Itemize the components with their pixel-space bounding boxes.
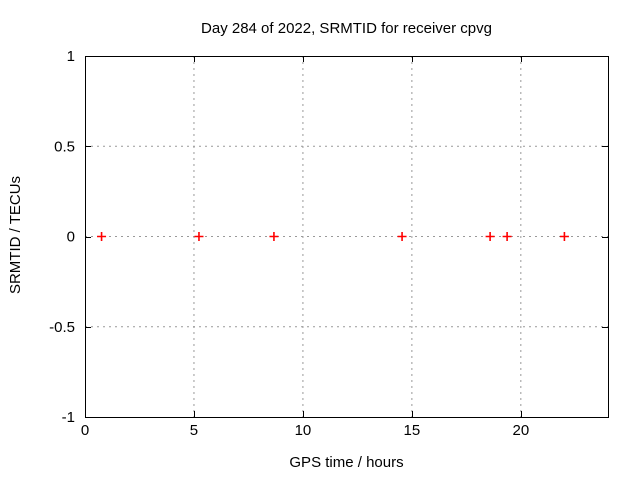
data-point-plus-marker — [559, 232, 569, 241]
x-axis-label: GPS time / hours — [289, 454, 404, 471]
data-point-plus-marker — [485, 232, 495, 241]
chart-title: Day 284 of 2022, SRMTID for receiver cpv… — [201, 20, 492, 37]
y-tick-label: -1 — [62, 409, 75, 426]
data-point-plus-marker — [502, 232, 512, 241]
data-point-plus-marker — [97, 232, 107, 241]
x-tick-label: 0 — [81, 422, 89, 439]
data-point-plus-marker — [397, 232, 407, 241]
x-tick-label: 10 — [295, 422, 312, 439]
x-tick-label: 20 — [512, 422, 529, 439]
x-tick-label: 5 — [190, 422, 198, 439]
y-tick-label: 0 — [67, 229, 75, 246]
y-tick-label: -0.5 — [49, 319, 75, 336]
data-point-plus-marker — [269, 232, 279, 241]
y-tick-label: 0.5 — [54, 138, 75, 155]
data-point-plus-marker — [194, 232, 204, 241]
y-tick-label: 1 — [67, 48, 75, 65]
x-tick-label: 15 — [404, 422, 421, 439]
